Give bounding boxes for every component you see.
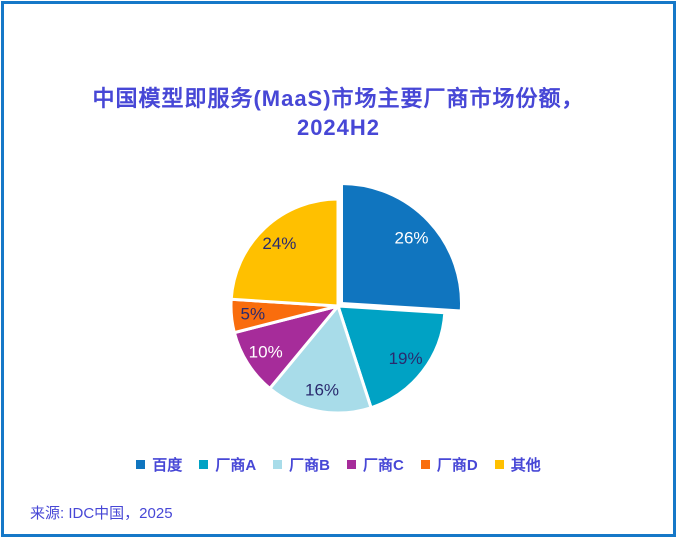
- legend-item-label: 其他: [510, 457, 541, 474]
- legend-item-0: 百度: [136, 454, 182, 475]
- source-note: 来源: IDC中国，2025: [30, 505, 173, 522]
- legend-item-2: 厂商B: [273, 454, 330, 475]
- legend-swatch-icon: [494, 460, 504, 469]
- pie-slice-label-0: 26%: [394, 228, 428, 247]
- pie-slice-label-4: 5%: [241, 305, 266, 324]
- pie-slice-2: [268, 304, 373, 415]
- legend-item-label: 百度: [152, 457, 183, 474]
- legend-item-label: 厂商C: [363, 457, 404, 474]
- chart-title: 中国模型即服务(MaaS)市场主要厂商市场份额， 2024H2: [0, 84, 677, 142]
- pie-slice-label-2: 16%: [305, 381, 339, 400]
- chart-title-line1: 中国模型即服务(MaaS)市场主要厂商市场份额，: [92, 86, 585, 111]
- legend-item-1: 厂商A: [199, 454, 256, 475]
- pie-slice-5: [229, 197, 340, 308]
- legend-swatch-icon: [136, 460, 146, 469]
- pie-slice-1: [336, 304, 447, 410]
- chart-title-line2: 2024H2: [296, 115, 381, 140]
- legend-item-label: 厂商D: [436, 457, 478, 474]
- legend-item-label: 厂商A: [215, 457, 257, 474]
- legend-item-label: 厂商B: [289, 457, 330, 474]
- legend-swatch-icon: [273, 460, 283, 469]
- legend-swatch-icon: [420, 460, 430, 469]
- legend: 百度 厂商A 厂商B 厂商C 厂商D 其他: [0, 454, 677, 475]
- pie-slice-label-5: 24%: [262, 234, 296, 253]
- legend-swatch-icon: [347, 460, 356, 469]
- pie-slice-label-1: 19%: [389, 349, 423, 368]
- pie-slice-0: [340, 182, 463, 313]
- pie-slice-label-3: 10%: [249, 342, 283, 361]
- legend-item-4: 厂商D: [420, 454, 478, 475]
- legend-item-3: 厂商C: [347, 454, 404, 475]
- legend-item-5: 其他: [494, 454, 541, 475]
- legend-swatch-icon: [199, 460, 209, 469]
